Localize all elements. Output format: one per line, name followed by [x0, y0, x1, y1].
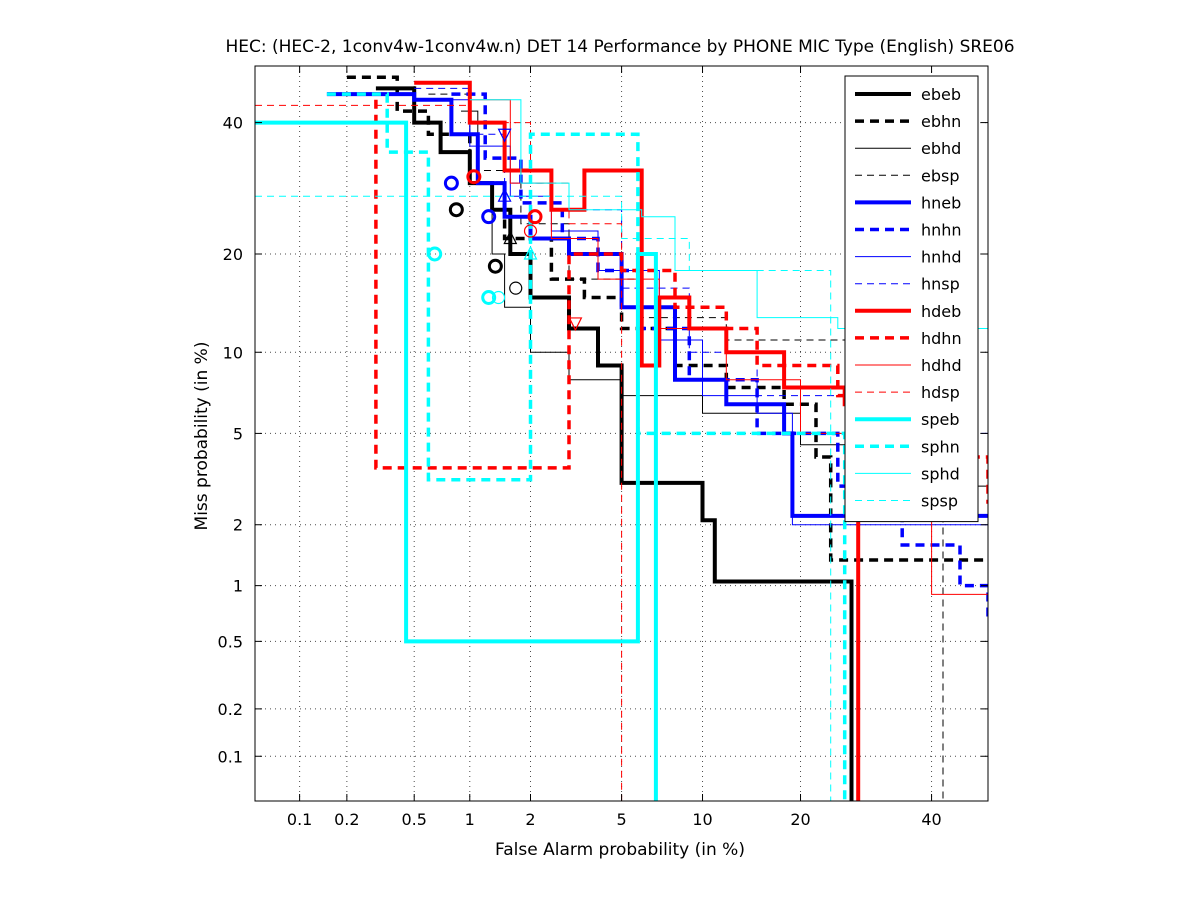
legend-label-hnsp: hnsp	[921, 275, 960, 294]
legend-label-ebeb: ebeb	[921, 85, 961, 104]
series-line-speb	[255, 120, 658, 801]
series-marker-ebsp	[509, 281, 523, 295]
legend-label-hnhn: hnhn	[921, 221, 962, 240]
series-marker-hnsp	[497, 128, 512, 143]
series-line-spsp	[255, 195, 832, 801]
x-tick-label: 0.1	[287, 810, 312, 829]
legend-box	[844, 75, 979, 523]
legend: ebeb ebhn ebhd ebsp hneb hnhn hnhd hnsp hdeb hdhn…	[844, 75, 979, 523]
series-line-hneb	[326, 92, 988, 518]
x-tick-label: 2	[525, 810, 535, 829]
x-tick-label: 20	[790, 810, 810, 829]
x-tick-label: 0.2	[334, 810, 359, 829]
series-marker-sphd	[523, 245, 538, 260]
series-line-sphn	[326, 92, 847, 801]
legend-label-ebhd: ebhd	[921, 139, 961, 158]
y-tick-label: 10	[223, 343, 243, 362]
legend-label-hdsp: hdsp	[921, 383, 960, 402]
series-marker-speb	[427, 246, 443, 262]
legend-label-sphd: sphd	[921, 464, 960, 483]
legend-label-speb: speb	[921, 410, 960, 429]
series-marker-hdsp	[523, 224, 538, 238]
y-tick-label: 40	[223, 114, 243, 133]
chart-title: HEC: (HEC-2, 1conv4w-1conv4w.n) DET 14 P…	[225, 37, 1014, 57]
series-marker-hnhn	[481, 209, 497, 225]
x-tick-label: 10	[692, 810, 712, 829]
series-marker-hnhd	[497, 187, 512, 202]
series-marker-ebhd	[503, 230, 518, 245]
series-marker-ebeb	[487, 258, 503, 274]
series-line-ebeb	[375, 86, 854, 801]
series-marker-sphn	[481, 290, 497, 306]
legend-label-ebhn: ebhn	[921, 112, 961, 131]
series-line-sphd	[469, 99, 988, 329]
legend-label-sphn: sphn	[921, 437, 960, 456]
series-group	[255, 75, 988, 801]
series-marker-spsp	[491, 290, 506, 305]
x-tick-label: 40	[921, 810, 941, 829]
legend-label-hdeb: hdeb	[921, 302, 961, 321]
y-tick-label: 20	[223, 245, 243, 264]
y-tick-label: 0.5	[218, 632, 243, 651]
x-axis-label: False Alarm probability (in %)	[495, 840, 745, 860]
legend-label-hdhn: hdhn	[921, 329, 962, 348]
legend-label-ebsp: ebsp	[921, 166, 960, 185]
x-tick-label: 0.5	[401, 810, 426, 829]
series-marker-hdeb	[466, 169, 482, 185]
axes: 0.1 0.2 0.5 1 2 5 10 20 40 0.1 0.2 0.5 1 2 5 10 20 40	[218, 65, 989, 829]
legend-label-spsp: spsp	[921, 492, 958, 511]
x-tick-label: 5	[616, 810, 626, 829]
legend-label-hneb: hneb	[921, 193, 961, 212]
y-tick-label: 2	[233, 516, 243, 535]
legend-label-hdhd: hdhd	[921, 356, 962, 375]
y-axis-label: Miss probability (in %)	[192, 342, 212, 531]
legend-label-hnhd: hnhd	[921, 248, 962, 267]
y-tick-label: 0.2	[218, 700, 243, 719]
x-tick-label: 1	[465, 810, 475, 829]
series-line-hnsp	[414, 87, 988, 445]
y-tick-label: 1	[233, 577, 243, 596]
series-marker-hneb	[443, 175, 459, 191]
series-line-hdeb	[414, 80, 861, 801]
y-tick-label: 0.1	[218, 747, 243, 766]
y-tick-label: 5	[233, 424, 243, 443]
series-marker-ebhn	[448, 202, 464, 218]
series-marker-hdhd	[568, 317, 583, 332]
series-marker-hdhn	[527, 209, 543, 225]
